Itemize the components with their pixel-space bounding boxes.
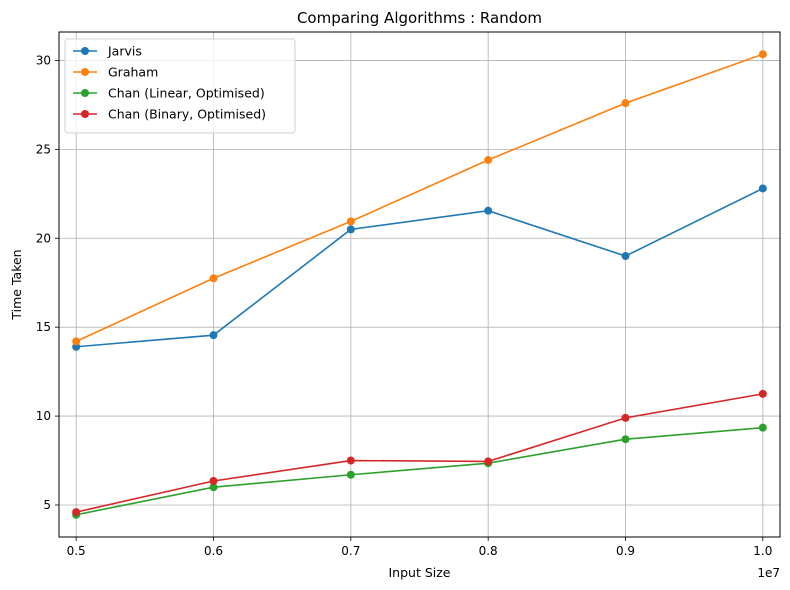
legend-marker bbox=[81, 68, 89, 76]
data-point bbox=[346, 456, 355, 465]
x-tick-label: 0.5 bbox=[67, 544, 86, 558]
legend-marker bbox=[81, 110, 89, 118]
x-axis-label: Input Size bbox=[389, 565, 451, 580]
legend-marker bbox=[81, 89, 89, 97]
data-point bbox=[209, 274, 218, 283]
data-point bbox=[484, 206, 493, 215]
data-point bbox=[72, 337, 81, 346]
data-point bbox=[209, 476, 218, 485]
legend-entry-label: Chan (Linear, Optimised) bbox=[108, 86, 265, 101]
x-tick-label: 0.6 bbox=[204, 544, 223, 558]
series-line bbox=[75, 393, 763, 513]
data-point bbox=[484, 156, 493, 165]
y-axis-label: Time Taken bbox=[9, 249, 24, 320]
y-tick-label: 25 bbox=[36, 142, 51, 156]
data-point bbox=[72, 508, 81, 517]
legend-entry-label: Jarvis bbox=[107, 44, 142, 59]
data-point bbox=[621, 413, 630, 422]
data-point bbox=[758, 184, 767, 193]
legend-marker bbox=[81, 47, 89, 55]
legend-box bbox=[64, 38, 296, 134]
chart-title: Comparing Algorithms : Random bbox=[297, 9, 542, 27]
x-tick-label: 1.0 bbox=[753, 544, 772, 558]
x-tick-label: 0.9 bbox=[616, 544, 635, 558]
series-line bbox=[76, 187, 764, 348]
data-point bbox=[758, 389, 767, 398]
data-point bbox=[621, 435, 630, 444]
x-axis-offset-text: 1e7 bbox=[757, 566, 780, 580]
axis-ticks: 0.5 0.6 0.7 0.8 0.9 1.0 5 10 15 20 25 30 bbox=[36, 53, 773, 558]
data-point bbox=[346, 225, 355, 234]
x-tick-label: 0.8 bbox=[479, 544, 498, 558]
y-tick-label: 15 bbox=[36, 320, 51, 334]
data-point bbox=[346, 470, 355, 479]
y-tick-label: 5 bbox=[43, 498, 51, 512]
legend-entry-label: Chan (Binary, Optimised) bbox=[108, 107, 266, 122]
plot-area-frame bbox=[58, 31, 781, 538]
x-tick-label: 0.7 bbox=[341, 544, 360, 558]
data-point bbox=[621, 99, 630, 108]
series-line bbox=[75, 53, 764, 343]
data-point bbox=[209, 483, 218, 492]
data-point bbox=[621, 252, 630, 261]
series-line bbox=[76, 426, 763, 516]
series-layer bbox=[72, 50, 767, 519]
y-tick-label: 20 bbox=[36, 231, 51, 245]
data-point bbox=[209, 331, 218, 340]
legend: Jarvis Graham Chan (Linear, Optimised) Chan… bbox=[64, 38, 296, 134]
data-point bbox=[346, 217, 355, 226]
legend-entry-label: Graham bbox=[108, 65, 158, 80]
data-point bbox=[758, 423, 767, 432]
data-point bbox=[484, 457, 493, 466]
data-point bbox=[758, 50, 767, 59]
y-tick-label: 10 bbox=[36, 409, 51, 423]
y-tick-label: 30 bbox=[36, 53, 51, 67]
